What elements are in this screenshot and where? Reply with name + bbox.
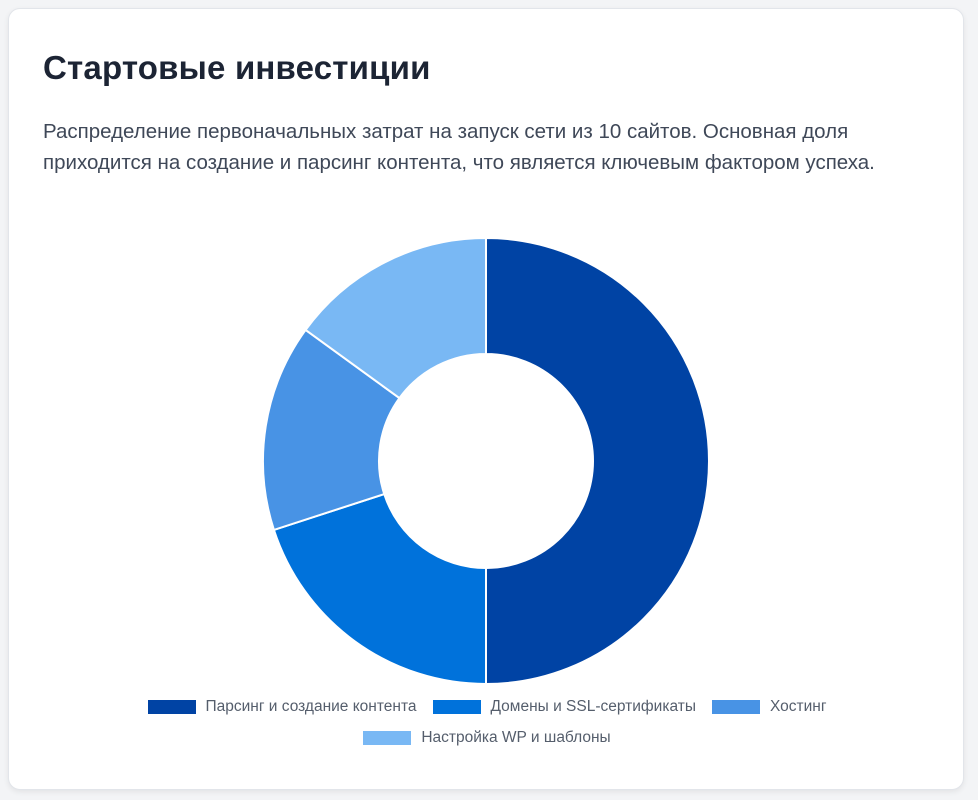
chart-card: Стартовые инвестиции Распределение перво… <box>8 8 964 790</box>
legend-item-4[interactable]: Настройка WP и шаблоны <box>363 727 611 749</box>
legend-swatch <box>432 700 481 714</box>
card-title: Стартовые инвестиции <box>43 49 431 86</box>
legend-item-2[interactable]: Домены и SSL-сертификаты <box>432 696 696 718</box>
legend-label: Домены и SSL-сертификаты <box>490 698 696 715</box>
legend-label: Парсинг и создание контента <box>205 698 417 715</box>
legend-label: Хостинг <box>769 698 827 715</box>
slice-2[interactable] <box>272 492 487 686</box>
legend-label: Настройка WP и шаблоны <box>421 729 611 746</box>
slice-3[interactable] <box>262 328 401 532</box>
legend-swatch <box>363 731 412 745</box>
legend-item-3[interactable]: Хостинг <box>711 696 827 718</box>
legend-item-1[interactable]: Парсинг и создание контента <box>147 696 417 718</box>
legend-swatch <box>711 700 760 714</box>
legend-swatch <box>147 700 196 714</box>
card-description: Распределение первоначальных затрат на з… <box>43 120 875 174</box>
slice-1[interactable] <box>485 236 710 686</box>
chart-legend: Парсинг и создание контента Домены и SSL-… <box>9 696 965 749</box>
doughnut-chart <box>262 236 710 686</box>
slice-4[interactable] <box>304 236 487 400</box>
